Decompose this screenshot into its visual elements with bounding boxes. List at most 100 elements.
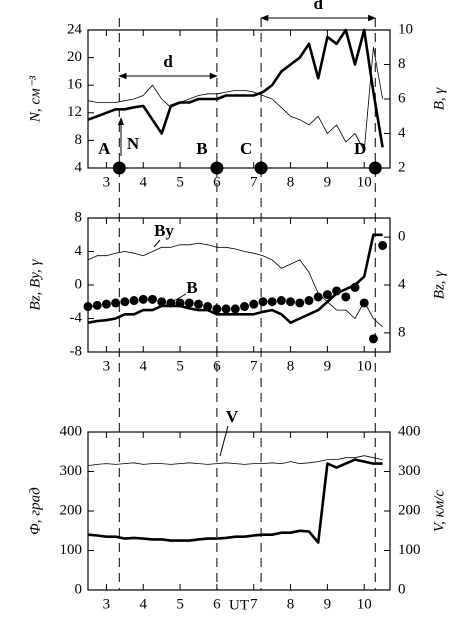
y2-tick-label: 8 bbox=[398, 56, 406, 72]
span-label: d bbox=[163, 52, 173, 71]
x-tick-label: 7 bbox=[250, 358, 258, 374]
y2-tick-label: 4 bbox=[398, 125, 406, 141]
x-tick-label: 10 bbox=[357, 358, 372, 374]
data-marker bbox=[120, 297, 130, 307]
x-tick-label: 9 bbox=[324, 596, 332, 612]
data-marker bbox=[295, 298, 305, 308]
x-tick-label: 6 bbox=[213, 174, 221, 190]
x-tick-label: 3 bbox=[103, 596, 111, 612]
x-tick-label: 7 bbox=[250, 596, 258, 612]
data-marker bbox=[341, 292, 351, 302]
y-tick-label: 16 bbox=[67, 77, 83, 93]
x-tick-label: 10 bbox=[357, 174, 372, 190]
x-tick-label: 5 bbox=[176, 174, 184, 190]
data-line bbox=[87, 455, 383, 466]
annotation: By bbox=[154, 221, 174, 240]
data-marker bbox=[184, 298, 194, 308]
event-dot bbox=[210, 161, 224, 175]
data-marker bbox=[304, 296, 314, 306]
x-tick-label: 5 bbox=[176, 596, 184, 612]
y-axis-label: Bz, By, γ bbox=[27, 258, 43, 310]
data-line bbox=[87, 28, 384, 148]
x-tick-label: 4 bbox=[139, 358, 147, 374]
x-tick-label: 6 bbox=[213, 358, 221, 374]
y-tick-label: 0 bbox=[75, 276, 83, 292]
annotation-leader bbox=[171, 293, 187, 303]
plot-frame bbox=[87, 431, 391, 591]
y-axis-label: N, см⁻³ bbox=[27, 75, 43, 123]
data-marker bbox=[212, 304, 222, 314]
x-tick-label: 8 bbox=[287, 358, 295, 374]
data-marker bbox=[83, 302, 93, 312]
span-label: d bbox=[313, 0, 323, 13]
x-tick-label: 10 bbox=[357, 596, 372, 612]
y2-tick-label: 0 bbox=[398, 581, 406, 597]
plot-frame bbox=[87, 217, 391, 353]
y-axis-label: Φ, град bbox=[27, 487, 43, 535]
data-marker bbox=[138, 294, 148, 304]
y-tick-label: 8 bbox=[75, 209, 83, 225]
x-tick-label: 3 bbox=[103, 174, 111, 190]
y-tick-label: 0 bbox=[75, 581, 83, 597]
x-tick-label: 4 bbox=[139, 596, 147, 612]
y-tick-label: 100 bbox=[60, 542, 83, 558]
x-tick-label: 8 bbox=[287, 174, 295, 190]
y2-tick-label: 0 bbox=[398, 229, 406, 245]
y-tick-label: -8 bbox=[70, 343, 83, 359]
data-marker bbox=[258, 297, 268, 307]
annotation: V bbox=[226, 407, 239, 426]
x-tick-label: 7 bbox=[250, 174, 258, 190]
x-tick-label: 3 bbox=[103, 358, 111, 374]
data-marker bbox=[203, 302, 213, 312]
data-marker bbox=[350, 282, 360, 292]
x-axis-label: UT bbox=[229, 597, 249, 613]
data-marker bbox=[221, 304, 231, 314]
y-tick-label: 24 bbox=[67, 21, 83, 37]
y-tick-label: 20 bbox=[67, 49, 82, 65]
data-marker bbox=[157, 297, 167, 307]
data-marker bbox=[249, 299, 259, 309]
data-marker bbox=[111, 298, 121, 308]
event-dot bbox=[254, 161, 268, 175]
x-tick-label: 4 bbox=[139, 174, 147, 190]
y-tick-label: 8 bbox=[75, 132, 83, 148]
y2-tick-label: 400 bbox=[398, 423, 421, 439]
data-marker bbox=[101, 299, 111, 309]
event-dot bbox=[368, 161, 382, 175]
y2-tick-label: 4 bbox=[398, 276, 406, 292]
data-marker bbox=[286, 297, 296, 307]
y2-tick-label: 200 bbox=[398, 502, 421, 518]
data-marker bbox=[313, 292, 323, 302]
y-tick-label: 4 bbox=[75, 159, 83, 175]
x-tick-label: 9 bbox=[324, 358, 332, 374]
y2-tick-label: 2 bbox=[398, 159, 406, 175]
y-tick-label: 200 bbox=[60, 502, 83, 518]
annotation-leader bbox=[219, 425, 229, 457]
data-marker bbox=[230, 304, 240, 314]
y-tick-label: 400 bbox=[60, 423, 83, 439]
data-marker bbox=[322, 290, 332, 300]
data-line bbox=[87, 46, 383, 152]
y2-tick-label: 10 bbox=[398, 21, 413, 37]
data-marker bbox=[147, 294, 157, 304]
data-marker bbox=[267, 297, 277, 307]
event-dot bbox=[112, 161, 126, 175]
data-marker bbox=[276, 296, 286, 306]
x-tick-label: 5 bbox=[176, 358, 184, 374]
y2-axis-label: B, γ bbox=[431, 87, 447, 111]
annotation: B bbox=[186, 278, 197, 297]
y2-tick-label: 8 bbox=[398, 324, 406, 340]
data-marker bbox=[175, 298, 185, 308]
data-marker bbox=[92, 300, 102, 310]
data-line bbox=[87, 458, 383, 544]
event-label: A bbox=[98, 139, 111, 158]
data-marker bbox=[378, 241, 388, 251]
y2-tick-label: 6 bbox=[398, 90, 406, 106]
data-marker bbox=[166, 298, 176, 308]
data-line bbox=[87, 242, 383, 328]
data-marker bbox=[368, 334, 378, 344]
event-label: D bbox=[354, 139, 366, 158]
data-marker bbox=[129, 296, 139, 306]
x-tick-label: 9 bbox=[324, 174, 332, 190]
